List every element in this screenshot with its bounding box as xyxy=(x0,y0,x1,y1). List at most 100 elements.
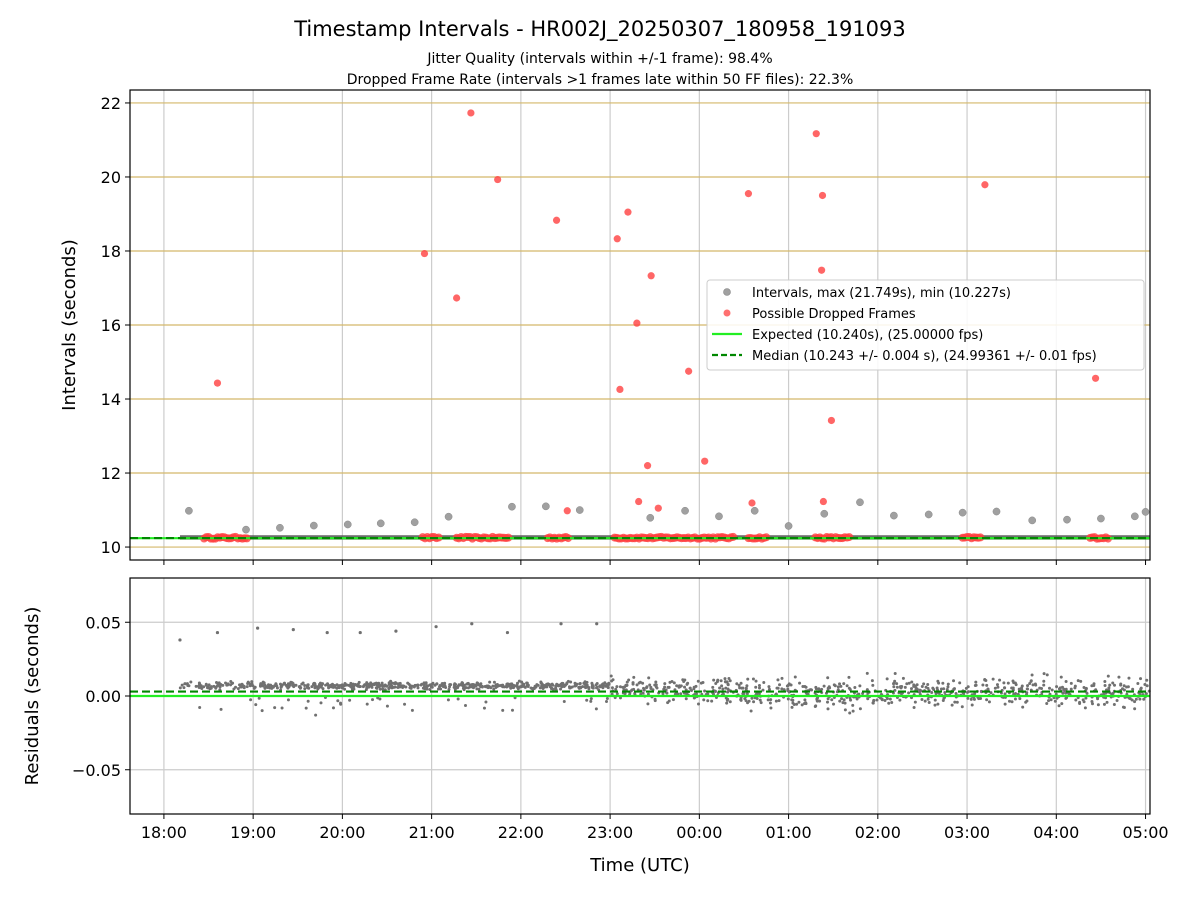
residual-point xyxy=(983,677,987,681)
residual-point xyxy=(209,685,213,689)
residual-point xyxy=(761,688,765,692)
residual-point xyxy=(858,707,862,711)
residual-point xyxy=(926,697,930,701)
residual-point xyxy=(934,692,938,696)
residual-point xyxy=(370,685,374,689)
residual-point xyxy=(692,687,696,691)
residual-point xyxy=(946,682,950,686)
residual-point xyxy=(1047,699,1051,703)
residual-point xyxy=(1003,702,1007,706)
residual-point xyxy=(1028,682,1032,686)
residual-point xyxy=(986,687,990,691)
residual-point xyxy=(409,686,413,690)
residual-point xyxy=(261,684,265,688)
residual-point xyxy=(718,686,722,690)
interval-point xyxy=(784,522,793,530)
residual-point xyxy=(424,681,428,685)
residual-point xyxy=(363,683,367,687)
residual-point xyxy=(696,702,700,706)
residual-point xyxy=(899,692,903,696)
residual-point xyxy=(224,681,228,685)
residual-point xyxy=(321,687,325,691)
residual-point xyxy=(501,708,505,712)
residual-point xyxy=(443,681,447,685)
chart-title: Timestamp Intervals - HR002J_20250307_18… xyxy=(293,17,906,42)
residual-point xyxy=(848,696,852,700)
residual-point xyxy=(1076,679,1080,683)
residual-point xyxy=(892,685,896,689)
residual-point xyxy=(872,698,876,702)
residual-point xyxy=(842,682,846,686)
residual-point xyxy=(606,683,610,687)
residual-point xyxy=(1127,676,1131,680)
residual-point xyxy=(719,679,723,683)
residual-point xyxy=(1060,702,1064,706)
residual-point xyxy=(248,684,252,688)
residual-point xyxy=(646,702,650,706)
residual-point xyxy=(218,685,222,689)
residual-point xyxy=(787,682,791,686)
residual-point xyxy=(742,692,746,696)
residual-point xyxy=(1085,691,1089,695)
x-tick-label: 03:00 xyxy=(944,823,990,842)
residual-point xyxy=(655,686,659,690)
residual-point xyxy=(585,698,589,702)
residual-point xyxy=(777,699,781,703)
x-tick-label: 02:00 xyxy=(855,823,901,842)
residual-point xyxy=(744,686,748,690)
residual-point xyxy=(759,701,763,705)
dropped-frame-point xyxy=(453,294,461,302)
residual-point xyxy=(1112,703,1116,707)
residual-point xyxy=(319,701,323,705)
residual-point xyxy=(724,686,728,690)
residual-point xyxy=(1042,683,1046,687)
interval-point xyxy=(681,506,689,515)
residual-point xyxy=(913,684,917,688)
residual-point xyxy=(1057,704,1061,708)
legend-label-intervals: Intervals, max (21.749s), min (10.227s) xyxy=(752,286,1011,301)
residual-point xyxy=(303,687,307,691)
residual-point xyxy=(340,685,344,689)
residual-point xyxy=(757,684,761,688)
residual-point xyxy=(924,685,928,689)
interval-point xyxy=(750,506,759,515)
residual-point xyxy=(1030,673,1034,677)
residual-point xyxy=(448,683,452,687)
residual-point xyxy=(395,682,399,686)
residual-point xyxy=(204,682,208,686)
residual-point xyxy=(964,686,968,690)
residual-point xyxy=(826,707,830,711)
residual-point xyxy=(635,683,639,687)
residual-point xyxy=(499,683,503,687)
interval-point xyxy=(444,512,453,521)
residual-point xyxy=(843,701,847,705)
residual-point xyxy=(840,697,844,701)
residual-point xyxy=(236,687,240,691)
residual-point xyxy=(1145,678,1149,682)
residual-point xyxy=(815,699,819,703)
residual-point xyxy=(254,703,258,707)
interval-point xyxy=(410,518,419,527)
residual-point xyxy=(428,687,432,691)
residual-point xyxy=(1010,686,1014,690)
residual-point xyxy=(723,680,727,684)
residual-point xyxy=(492,687,496,691)
residual-point xyxy=(1003,686,1007,690)
residual-point xyxy=(726,690,730,694)
residual-point xyxy=(324,683,328,687)
residual-point xyxy=(1042,679,1046,683)
residual-point xyxy=(974,683,978,687)
legend-box xyxy=(706,279,1145,371)
residual-point xyxy=(1021,705,1025,709)
residual-point xyxy=(610,686,614,690)
residual-point xyxy=(818,699,822,703)
residual-point xyxy=(1136,681,1140,685)
intervals-panel: 10 12 14 16 18 20 22 Intervals (seconds) Inter… xyxy=(59,89,1151,565)
residual-point xyxy=(974,680,978,684)
residual-point xyxy=(251,684,255,688)
residual-point xyxy=(907,691,911,695)
residual-point xyxy=(562,685,566,689)
residual-point xyxy=(993,686,997,690)
dropped-frame-point xyxy=(213,379,222,387)
interval-point xyxy=(1063,515,1071,524)
